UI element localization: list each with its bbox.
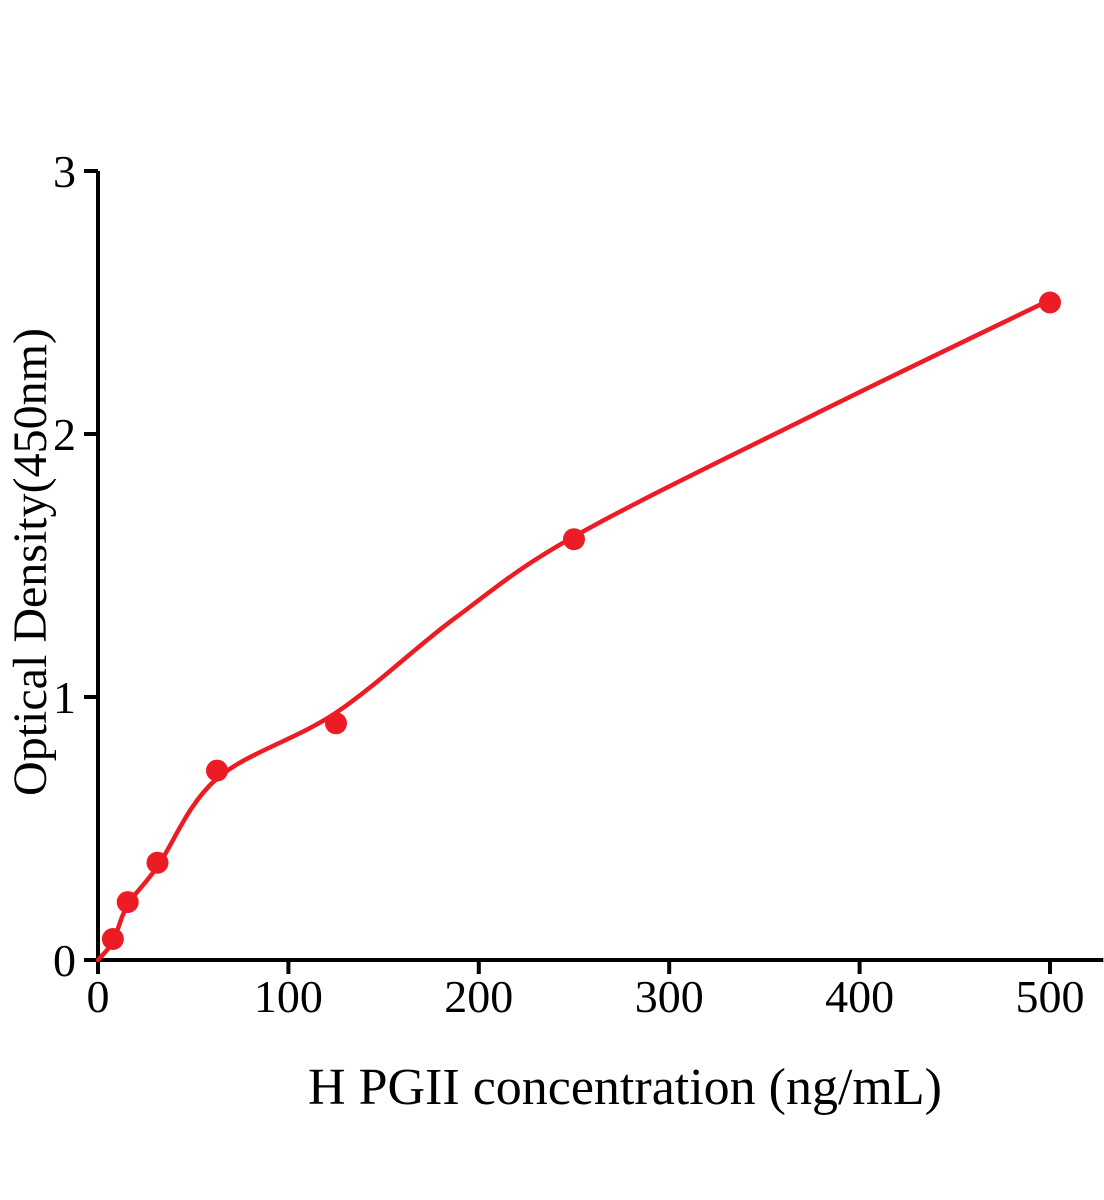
x-axis-ticks [96,960,1052,974]
y-tick-label: 2 [53,409,76,460]
x-tick-label: 300 [635,971,704,1022]
x-tick-label: 200 [444,971,513,1022]
data-point [116,891,139,914]
fit-line [95,297,1053,963]
x-tick-label: 0 [87,971,110,1022]
data-point [563,528,585,551]
y-axis-tick-labels: 0 1 2 3 [53,146,76,986]
y-tick-label: 0 [53,935,76,986]
x-tick-label: 100 [254,971,323,1022]
y-axis: 0 1 2 3 [53,146,100,986]
x-axis: 0 100 200 300 400 500 [87,958,1104,1022]
data-point [206,759,228,782]
fit-curve-path [95,297,1053,963]
x-axis-title: H PGII concentration (ng/mL) [308,1059,942,1116]
data-point [146,851,169,874]
y-axis-ticks [84,169,98,962]
data-points [101,291,1061,950]
data-point [325,712,347,735]
data-point [1039,291,1061,314]
y-tick-label: 1 [53,672,76,723]
x-tick-label: 500 [1016,971,1085,1022]
x-tick-label: 400 [825,971,894,1022]
x-axis-tick-labels: 0 100 200 300 400 500 [87,971,1085,1022]
data-point [101,928,124,950]
y-axis-title: Optical Density(450nm) [4,328,57,796]
y-tick-label: 3 [53,146,76,197]
